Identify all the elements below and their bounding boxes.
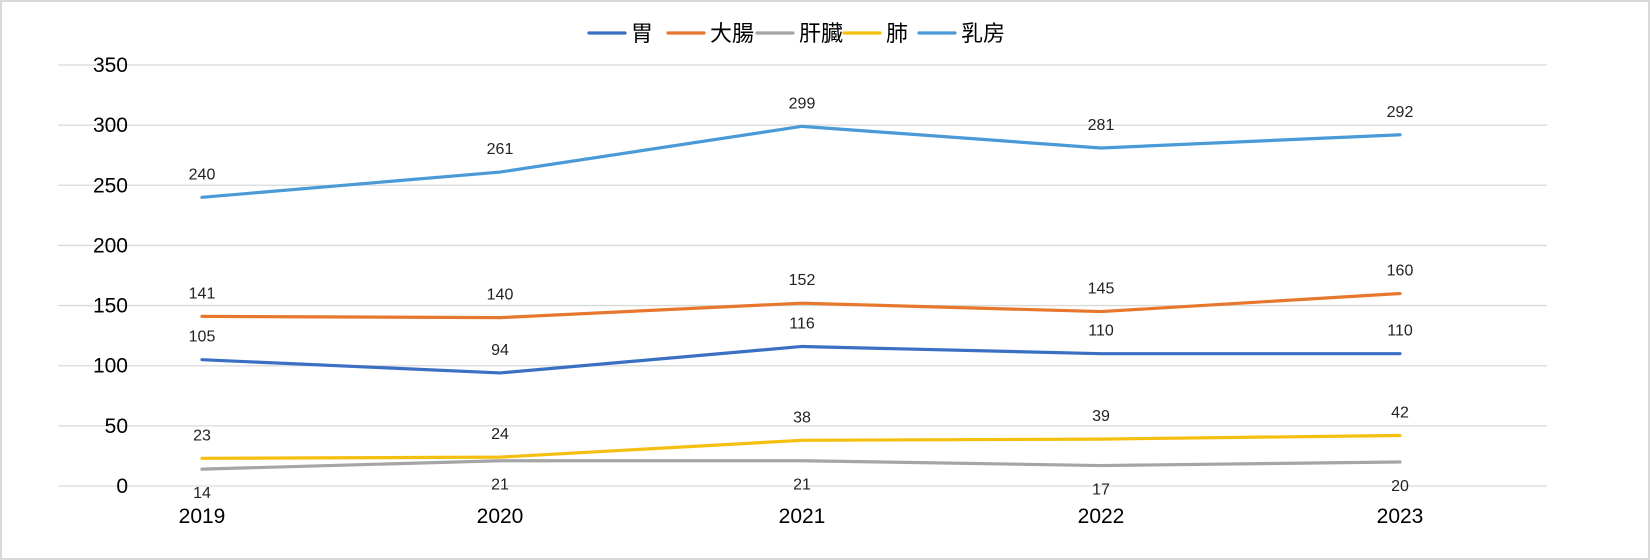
y-axis: 0 50 100 150 200 250 300 350 — [93, 54, 128, 498]
data-label: 39 — [1092, 408, 1110, 425]
data-label: 42 — [1391, 404, 1409, 421]
y-tick-label: 150 — [93, 295, 128, 318]
x-tick-label: 2023 — [1377, 505, 1424, 528]
series-lines — [200, 124, 1402, 471]
legend-label: 大腸 — [710, 22, 754, 47]
data-label: 38 — [793, 409, 811, 426]
legend-label: 乳房 — [961, 22, 1005, 47]
data-label: 299 — [789, 95, 816, 112]
legend-label: 肝臓 — [799, 22, 843, 47]
series-line-4 — [200, 124, 1402, 199]
legend-item: 胃 — [587, 22, 653, 47]
data-label: 152 — [789, 272, 816, 289]
legend-item: 大腸 — [666, 22, 754, 47]
data-label: 24 — [491, 426, 509, 443]
data-label: 20 — [1391, 478, 1409, 495]
y-tick-label: 100 — [93, 355, 128, 378]
y-tick-label: 300 — [93, 114, 128, 137]
legend-label: 肺 — [886, 22, 908, 47]
data-label: 160 — [1387, 263, 1414, 280]
data-label: 21 — [491, 477, 509, 494]
series-line-0 — [200, 344, 1402, 375]
data-label: 14 — [193, 485, 211, 502]
data-label: 110 — [1088, 323, 1114, 340]
data-label: 240 — [189, 166, 216, 183]
y-tick-label: 200 — [93, 234, 128, 257]
series-line-1 — [200, 291, 1402, 320]
data-label: 94 — [491, 342, 509, 359]
legend-item: 肝臓 — [755, 22, 843, 47]
data-label: 261 — [487, 141, 514, 158]
y-tick-label: 50 — [105, 415, 128, 438]
data-labels: 105 94 116 110 110 141 140 152 145 160 14 21 21 17 20 2… — [189, 95, 1414, 502]
y-tick-label: 350 — [93, 54, 128, 77]
legend: 胃 大腸 肝臓 肺 乳房 — [587, 22, 1005, 47]
data-label: 281 — [1088, 117, 1115, 134]
series-line-2 — [200, 459, 1402, 471]
x-tick-label: 2022 — [1078, 505, 1125, 528]
data-label: 140 — [487, 287, 514, 304]
legend-item: 肺 — [842, 22, 908, 47]
data-label: 292 — [1387, 104, 1414, 121]
series-line-3 — [200, 433, 1402, 460]
data-label: 23 — [193, 427, 211, 444]
data-label: 21 — [793, 477, 811, 494]
x-tick-label: 2020 — [477, 505, 524, 528]
x-tick-label: 2021 — [779, 505, 826, 528]
data-label: 145 — [1088, 281, 1115, 298]
x-axis: 2019 2020 2021 2022 2023 — [179, 505, 1424, 528]
data-label: 141 — [189, 285, 216, 302]
y-tick-label: 0 — [116, 475, 128, 498]
legend-label: 胃 — [631, 22, 653, 47]
x-tick-label: 2019 — [179, 505, 226, 528]
y-tick-label: 250 — [93, 174, 128, 197]
legend-item: 乳房 — [917, 22, 1005, 47]
data-label: 105 — [189, 329, 216, 346]
data-label: 116 — [789, 315, 815, 332]
data-label: 17 — [1092, 482, 1110, 499]
data-label: 110 — [1387, 323, 1413, 340]
